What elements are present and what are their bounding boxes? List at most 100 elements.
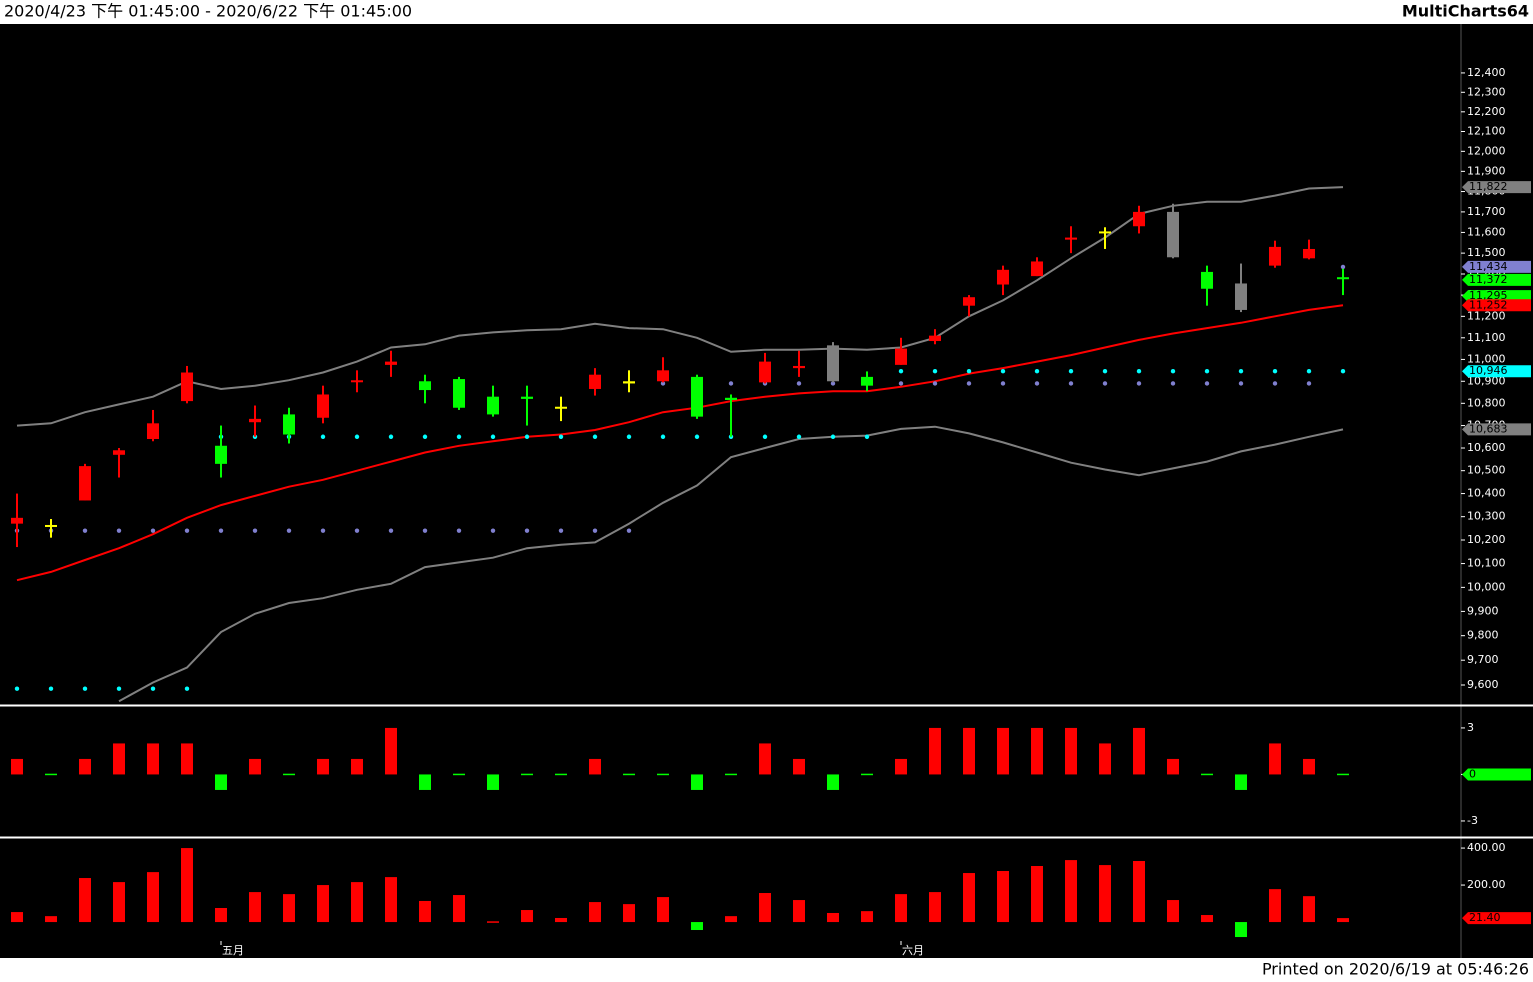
value-marker <box>1462 260 1531 273</box>
bar <box>1133 727 1145 775</box>
candle-body <box>45 524 57 527</box>
stop-dot <box>388 528 394 533</box>
candle-body <box>1201 271 1213 289</box>
y-tick-label: 12,100 <box>1467 124 1506 137</box>
bar <box>521 910 533 923</box>
value-marker <box>1462 181 1531 194</box>
value-marker-label: 11,295 <box>1469 289 1508 302</box>
y-tick-label: 11,900 <box>1467 164 1506 177</box>
candle-body <box>623 381 635 384</box>
stop-dot <box>626 434 632 439</box>
stop-dot <box>354 528 360 533</box>
candle-body <box>759 361 771 383</box>
y-tick-label: 9,900 <box>1467 604 1499 617</box>
x-tick-label: 五月 <box>222 944 244 957</box>
x-tick-label: 六月 <box>902 944 924 957</box>
bar <box>963 727 975 775</box>
stop-dot <box>320 528 326 533</box>
value-marker-label: 10,683 <box>1469 422 1508 435</box>
bar <box>45 773 57 776</box>
candle-body <box>147 423 159 440</box>
bar <box>623 773 635 776</box>
y-tick-label: 9,800 <box>1467 629 1499 642</box>
candle-body <box>385 361 397 365</box>
stop-dot <box>116 686 122 691</box>
candle-body <box>11 517 23 524</box>
stop-dot <box>898 368 904 374</box>
stop-dot <box>830 381 836 386</box>
bar <box>1235 774 1247 790</box>
bar <box>1167 758 1179 775</box>
bar <box>555 773 567 776</box>
bar <box>1337 918 1349 923</box>
candle-body <box>249 418 261 423</box>
stop-dot <box>354 434 360 439</box>
bar <box>1303 896 1315 923</box>
stop-dot <box>1068 381 1074 386</box>
candle-body <box>1337 277 1349 280</box>
candle-body <box>1099 231 1111 234</box>
bar <box>351 882 363 923</box>
stop-dot <box>966 368 972 374</box>
stop-dot <box>592 434 598 439</box>
candle-body <box>351 380 363 383</box>
bar <box>895 758 907 775</box>
stop-dot <box>1102 368 1108 374</box>
stop-dot <box>1238 368 1244 374</box>
candle-body <box>555 406 567 409</box>
bar <box>997 727 1009 775</box>
bar <box>419 774 431 790</box>
indicator-line <box>16 304 1344 582</box>
bar <box>1031 727 1043 775</box>
bar <box>1303 758 1315 775</box>
bar <box>725 916 737 923</box>
bar <box>759 743 771 775</box>
value-marker-label: 11,434 <box>1469 260 1508 273</box>
y-tick-label: 12,000 <box>1467 144 1506 157</box>
y-tick-label: 11,100 <box>1467 331 1506 344</box>
stop-dot <box>490 434 496 439</box>
y-tick-label: 10,800 <box>1467 396 1506 409</box>
value-marker <box>1462 273 1531 286</box>
bar <box>1065 727 1077 775</box>
value-marker-label: 21.40 <box>1469 911 1501 924</box>
candle-body <box>827 345 839 382</box>
candle-body <box>895 348 907 365</box>
stop-dot <box>48 686 54 691</box>
candle-body <box>657 370 669 382</box>
stop-dot <box>422 528 428 533</box>
bar <box>385 727 397 775</box>
stop-dot <box>660 434 666 439</box>
bar <box>351 758 363 775</box>
y-tick-label: 11,500 <box>1467 246 1506 259</box>
indicator-line <box>16 186 1344 427</box>
stop-dot <box>1068 368 1074 374</box>
y-tick-label: 12,200 <box>1467 105 1506 118</box>
bar <box>793 900 805 923</box>
value-marker <box>1462 299 1531 312</box>
y-tick-label: 9,600 <box>1467 678 1499 691</box>
y-tick-label: 11,200 <box>1467 309 1506 322</box>
bar <box>283 773 295 776</box>
y-tick-label: 10,300 <box>1467 510 1506 523</box>
bar <box>487 921 499 923</box>
bar <box>861 911 873 923</box>
bar <box>113 882 125 923</box>
candle-body <box>215 445 227 464</box>
bar <box>589 902 601 923</box>
bar <box>793 758 805 775</box>
stop-dot <box>660 381 666 386</box>
candle-body <box>283 414 295 435</box>
y-tick-label: 3 <box>1467 721 1474 734</box>
stop-dot <box>116 528 122 533</box>
bar <box>1099 743 1111 775</box>
bar <box>283 894 295 923</box>
candle-body <box>1303 248 1315 259</box>
y-tick-label: 400.00 <box>1467 841 1506 854</box>
stop-dot <box>1136 368 1142 374</box>
candle-body <box>929 335 941 342</box>
candle-body <box>113 450 125 455</box>
y-tick-label: 12,400 <box>1467 66 1506 79</box>
bar <box>827 774 839 790</box>
